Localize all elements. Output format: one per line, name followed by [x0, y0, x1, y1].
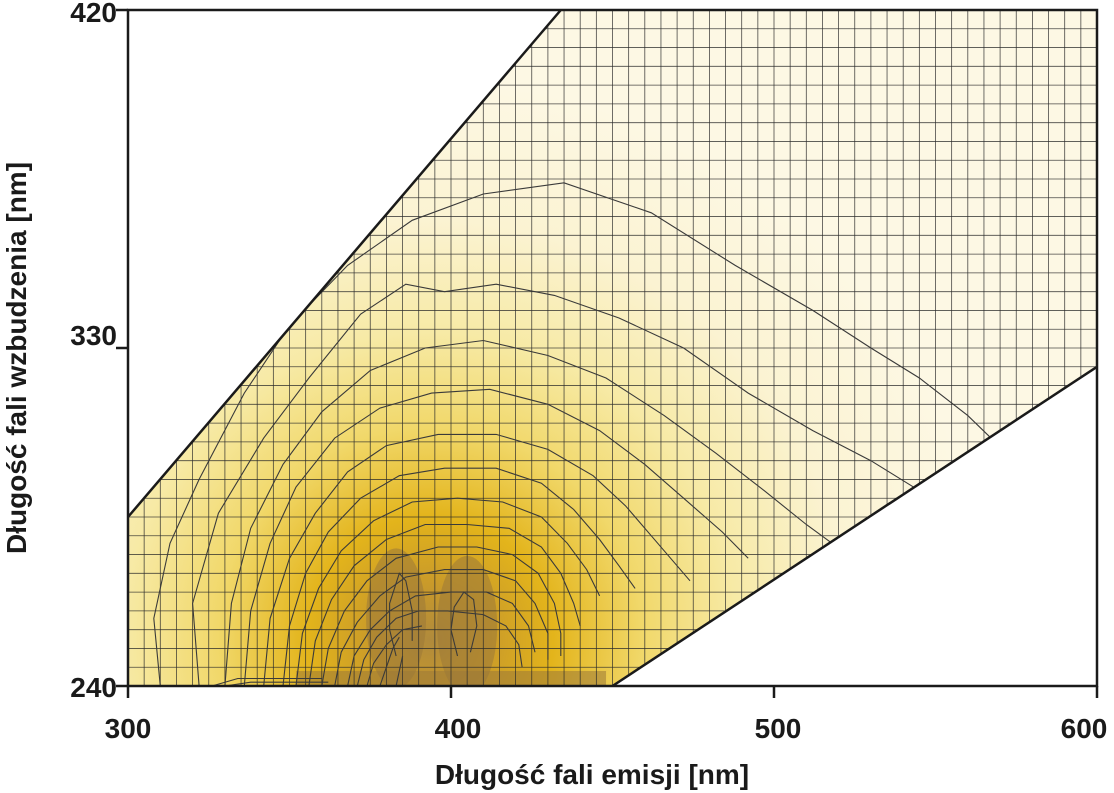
measured-region-boundary	[127, 9, 1098, 688]
axis-ticks	[116, 8, 1099, 698]
contour-line-12	[356, 610, 523, 686]
x-axis-title: Długość fali emisji [nm]	[435, 759, 749, 790]
contour-line-19	[211, 677, 322, 686]
contour-line-4	[243, 388, 749, 686]
boundary-lower-right-edge	[611, 365, 1098, 688]
contour-line-17	[450, 591, 478, 657]
contour-line-7	[295, 497, 601, 686]
contour-line-16	[389, 572, 413, 657]
contour-line-11	[347, 591, 536, 686]
contour-line-3	[224, 339, 833, 686]
y-tick-label-420: 420	[70, 0, 117, 28]
contour-line-9	[321, 546, 562, 686]
contour-line-10	[334, 569, 549, 686]
contour-line-5	[263, 433, 691, 686]
plot-area	[126, 8, 1099, 688]
x-tick-label-600: 600	[1061, 713, 1108, 744]
x-tick-label-300: 300	[105, 713, 152, 744]
x-tick-label-500: 500	[755, 713, 802, 744]
boundary-upper-left-edge	[127, 9, 562, 518]
contour-line-6	[282, 467, 636, 686]
contour-line-13	[366, 625, 423, 686]
x-tick-label-400: 400	[435, 713, 482, 744]
y-axis-title: Długość fali wzbudzenia [nm]	[1, 162, 32, 554]
contour-line-2	[192, 283, 985, 686]
contour-line-15	[395, 655, 404, 686]
contour-line-18	[224, 681, 329, 686]
y-tick-label-330: 330	[70, 320, 117, 351]
contour-line-14	[379, 636, 400, 686]
contour-line-8	[308, 523, 581, 686]
y-tick-label-240: 240	[70, 672, 117, 703]
